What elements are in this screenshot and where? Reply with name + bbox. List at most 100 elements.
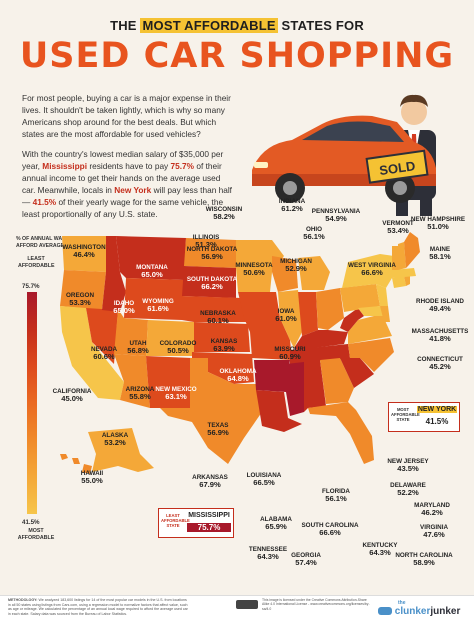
state-label-idaho: IDAHO 65.0% [94,300,154,314]
state-value: 45.2% [429,362,451,371]
state-value: 53.4% [387,226,409,235]
state-utah [114,310,148,356]
state-name: UTAH [129,340,147,347]
state-value: 46.4% [73,250,95,259]
state-name: MAINE [429,246,451,253]
state-massachusetts [392,268,416,278]
intro-text: of their annual income to get their hand… [22,161,222,195]
state-kentucky [294,330,348,350]
state-label-oklahoma: OKLAHOMA 64.8% [208,368,268,382]
state-value: 41.8% [429,334,451,343]
state-name: MARYLAND [414,502,450,509]
state-name: NEBRASKA [200,310,236,317]
state-south-dakota [182,266,236,298]
intro-highlight: Mississippi [42,161,88,171]
state-label-alaska: ALASKA 53.2% [85,432,145,446]
state-label-virginia: VIRGINIA 47.6% [404,524,464,538]
state-value: 63.9% [213,344,235,353]
state-value: 58.9% [413,558,435,567]
state-arizona [114,354,150,408]
state-west-virginia [340,308,364,332]
header-subtitle: THE MOST AFFORDABLE STATES FOR [0,18,474,33]
state-name: MASSACHUSETTS [411,328,469,335]
legend-most-label: MOST AFFORDABLE [17,528,55,541]
state-label-georgia: GEORGIA 57.4% [276,552,336,566]
state-new-mexico [146,356,192,408]
intro-highlight: 75.7% [170,161,195,171]
header-pre: THE [110,18,141,33]
brand-name-a: clunker [394,606,431,617]
state-label-wyoming: WYOMING 61.6% [128,298,188,312]
state-label-california: CALIFORNIA 45.0% [42,388,102,402]
state-name: NEW HAMPSHIRE [410,216,466,223]
state-name: LOUISIANA [246,472,282,479]
intro-text: With the country's lowest median salary … [22,149,224,171]
state-illinois [278,290,302,348]
state-value: 67.9% [199,480,221,489]
state-value: 51.3% [195,240,217,249]
state-label-nevada: NEVADA 60.6% [74,346,134,360]
state-label-florida: FLORIDA 56.1% [306,488,366,502]
intro-paragraph-2: With the country's lowest median salary … [22,148,232,220]
state-oregon [60,270,106,310]
state-value: 52.2% [397,488,419,497]
state-value: 60.6% [93,352,115,361]
state-name: TEXAS [207,422,229,429]
state-value: 56.8% [127,346,149,355]
state-name: KENTUCKY [362,542,398,549]
state-label-indiana: INDIANA 61.2% [262,198,322,212]
page-title: USED CAR SHOPPING [19,36,455,76]
state-label-oregon: OREGON 53.3% [50,292,110,306]
state-label-pennsylvania: PENNSYLVANIA 54.9% [306,208,366,222]
state-value: 61.6% [147,304,169,313]
state-value: 56.1% [303,232,325,241]
state-name: CONNECTICUT [417,356,463,363]
state-connecticut [392,276,406,288]
state-label-michigan: MICHIGAN 52.9% [266,258,326,272]
state-label-illinois: ILLINOIS 51.3% [176,234,236,248]
state-name: KANSAS [210,338,238,345]
sold-sign-text: SOLD [378,158,416,178]
state-north-carolina [348,338,394,372]
state-california [60,306,124,400]
state-name: IOWA [277,308,295,315]
cc-license-icon [236,600,258,609]
legend-max-value: 75.7% [22,283,40,290]
state-name: VIRGINIA [420,524,448,531]
state-label-tennessee: TENNESSEE 64.3% [238,546,298,560]
state-label-iowa: IOWA 61.0% [256,308,316,322]
state-name: ALABAMA [260,516,292,523]
state-rhode-island [404,276,410,286]
state-virginia [348,314,392,344]
state-missouri [244,318,292,360]
state-value: 49.4% [429,304,451,313]
most-affordable-state: NEW YORK [417,406,457,413]
state-name: INDIANA [278,198,306,205]
state-delaware [380,306,390,322]
state-value: 56.1% [325,494,347,503]
state-name: FLORIDA [322,488,350,495]
legend-color-bar [27,292,37,514]
state-name: NEW MEXICO [155,386,197,393]
state-value: 53.2% [104,438,126,447]
state-minnesota [236,240,284,292]
state-value: 60.1% [207,316,229,325]
state-colorado [146,320,194,356]
intro-text: of their yearly wage for the same vehicl… [22,197,224,219]
state-washington [62,236,108,272]
state-label-hawaii: HAWAII 55.0% [62,470,122,484]
state-value: 61.0% [275,314,297,323]
state-vermont [392,246,398,270]
state-name: TENNESSEE [248,546,288,553]
state-label-kansas: KANSAS 63.9% [194,338,254,352]
state-value: 47.6% [423,530,445,539]
state-label-west-virginia: WEST VIRGINIA 66.6% [342,262,402,276]
state-name: ALASKA [101,432,129,439]
state-value: 53.3% [69,298,91,307]
state-name: MONTANA [136,264,168,271]
methodology-text: METHODOLOGY: We analyzed 183,600 listing… [8,598,188,616]
state-value: 61.2% [281,204,303,213]
state-label-missouri: MISSOURI 60.9% [260,346,320,360]
state-value: 64.3% [369,548,391,557]
intro-text: will pay less than half — [22,185,232,207]
